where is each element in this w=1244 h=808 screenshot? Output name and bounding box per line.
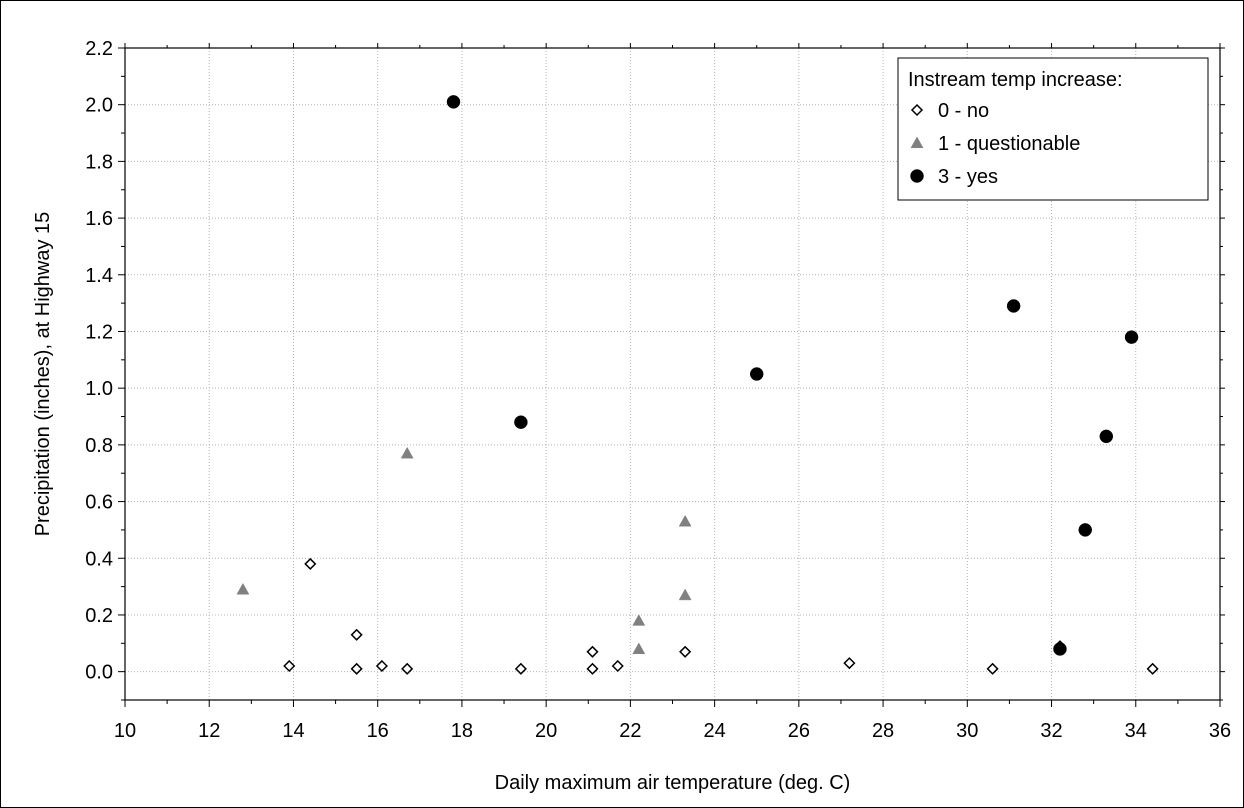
x-tick-label: 16 (367, 720, 389, 742)
series-0-no (283, 557, 1159, 675)
series-1-questionable (236, 446, 692, 655)
data-point (1124, 330, 1139, 344)
data-point (749, 367, 764, 381)
legend-marker (910, 169, 924, 183)
y-tick-label: 1.2 (85, 321, 113, 343)
x-tick-label: 34 (1125, 720, 1147, 742)
y-tick-label: 1.8 (85, 151, 113, 173)
data-point (514, 415, 528, 429)
x-tick-label: 36 (1209, 720, 1231, 742)
data-point (678, 588, 692, 601)
x-tick-label: 18 (451, 720, 473, 742)
data-point (304, 557, 317, 570)
data-points (236, 95, 1159, 675)
data-point (986, 662, 999, 675)
y-tick-label: 2.2 (85, 38, 113, 60)
x-axis-title: Daily maximum air temperature (deg. C) (495, 772, 851, 794)
data-point (611, 659, 624, 673)
legend: Instream temp increase: 0 - no 1 - questi… (897, 57, 1209, 201)
x-tick-label: 14 (282, 720, 304, 742)
series-3-yes (446, 95, 1139, 656)
y-tick-label: 2.0 (85, 95, 113, 117)
legend-title: Instream temp increase: (908, 69, 1123, 91)
data-point (679, 645, 692, 658)
data-point (1053, 642, 1067, 656)
data-point (1099, 429, 1114, 444)
data-point (632, 642, 646, 655)
data-point (283, 659, 296, 673)
data-point (1146, 662, 1159, 675)
y-tick-label: 1.0 (85, 378, 113, 400)
x-tick-label: 28 (872, 720, 894, 742)
data-point (586, 645, 599, 658)
x-tick-label: 10 (114, 720, 136, 742)
data-point (1006, 299, 1021, 313)
y-tick-label: 0.4 (85, 548, 113, 570)
y-tick-label: 0.2 (85, 605, 113, 627)
axis-ticks: 10 12 14 16 18 20 22 24 26 28 30 32 34 36 0.0 0.2 0.4 0.6… (85, 38, 1231, 742)
x-tick-label: 12 (198, 720, 220, 742)
data-point (632, 614, 646, 626)
legend-marker (910, 103, 924, 117)
x-tick-label: 30 (956, 720, 978, 742)
data-point (236, 582, 250, 595)
y-tick-label: 0.6 (85, 492, 113, 514)
data-point (400, 446, 414, 459)
y-tick-label: 1.4 (85, 265, 113, 287)
legend-label: 1 - questionable (938, 133, 1080, 155)
x-tick-label: 32 (1040, 720, 1062, 742)
y-axis-title: Precipitation (inches), at Highway 15 (32, 212, 54, 537)
data-point (843, 657, 856, 670)
data-point (446, 95, 461, 109)
x-tick-label: 22 (619, 720, 641, 742)
x-tick-label: 20 (535, 720, 557, 742)
x-tick-label: 24 (703, 720, 725, 742)
y-tick-label: 0.0 (85, 662, 113, 684)
data-point (586, 662, 599, 675)
data-point (401, 662, 414, 675)
data-point (350, 628, 363, 641)
y-tick-label: 1.6 (85, 208, 113, 230)
data-point (350, 662, 363, 675)
legend-label: 3 - yes (938, 166, 998, 188)
data-point (375, 659, 388, 673)
legend-label: 0 - no (938, 100, 989, 122)
data-point (1078, 523, 1092, 537)
data-point (514, 662, 527, 675)
legend-box (897, 57, 1209, 201)
x-tick-label: 26 (788, 720, 810, 742)
legend-items: 0 - no 1 - questionable 3 - yes (910, 100, 1080, 188)
data-point (678, 514, 692, 527)
y-tick-label: 0.8 (85, 435, 113, 457)
legend-marker (910, 136, 924, 149)
